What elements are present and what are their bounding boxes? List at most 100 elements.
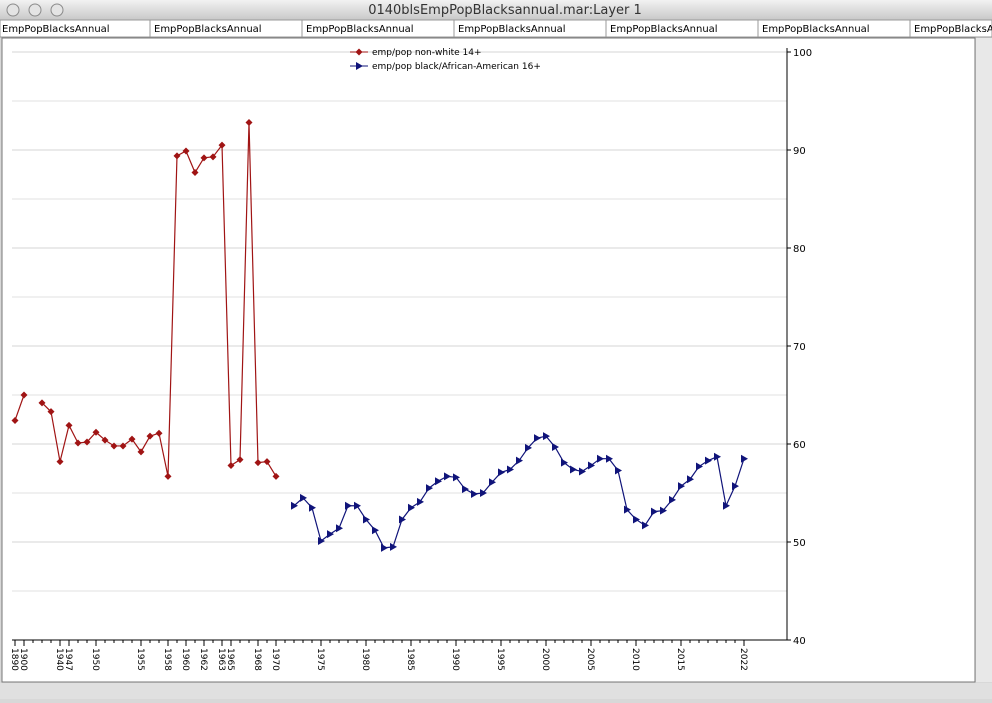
tab-label: EmpPopBlacksAnnual [458,24,566,35]
tab-row [0,19,992,38]
point [83,438,91,446]
x-tick-label: 2000 [540,648,550,671]
y-tick-label: 90 [793,146,806,157]
x-tick-label: 1963 [216,648,226,671]
point [291,501,298,510]
point [74,439,82,447]
point [651,507,658,516]
point [534,434,541,443]
scrollbar [976,38,992,682]
y-tick-label: 80 [793,244,806,255]
x-tick-label: 1947 [63,648,73,671]
point [137,448,145,456]
point [408,503,415,512]
point [245,119,253,127]
point [182,147,190,155]
point [119,442,127,450]
minimize-button[interactable] [28,3,42,17]
point [372,526,379,535]
point [606,454,613,463]
point [579,467,586,476]
point [128,435,136,443]
point [309,503,316,512]
point [327,530,334,539]
point [101,436,109,444]
x-tick-label: 1980 [360,648,370,671]
x-tick-label: 2015 [675,648,685,671]
title-bar [0,0,992,20]
x-tick-label: 1965 [225,648,235,671]
tab-label: EmpPopBlacksAnnual [154,24,262,35]
point [399,515,406,524]
point [552,442,559,451]
x-tick-label: 1968 [252,648,262,671]
legend-label: emp/pop black/African-American 16+ [372,62,541,72]
point [390,542,397,551]
x-tick-label: 1955 [135,648,145,671]
x-tick-label: 1985 [405,648,415,671]
point [263,458,271,466]
plot-window [1,37,976,683]
point [318,537,325,546]
point [570,465,577,474]
x-tick-label: 1958 [162,648,172,671]
x-tick-label: 1990 [450,648,460,671]
point [355,48,363,56]
x-tick-label: 2005 [585,648,595,671]
point [300,493,307,502]
tab-label: EmpPopBlacksAnnual [914,24,992,35]
tab-label: EmpPopBlacksAnnual [2,24,110,35]
point [660,506,667,515]
point [209,153,217,161]
point [227,462,235,470]
x-tick-label: 1890 [9,648,19,671]
y-tick-label: 50 [793,538,806,549]
point [597,454,604,463]
point [363,515,370,524]
x-tick-label: 1995 [495,648,505,671]
close-button[interactable] [6,3,20,17]
point [480,489,487,497]
point [336,524,343,533]
status-bar [0,683,992,699]
point [714,452,721,461]
point [588,461,595,470]
y-tick-label: 100 [793,48,812,59]
point [642,521,649,530]
x-tick-label: 1950 [90,648,100,671]
x-tick-label: 1900 [18,648,28,671]
point [516,456,523,465]
tab-label: EmpPopBlacksAnnual [762,24,870,35]
point [110,442,118,450]
point [507,465,514,474]
point [20,391,28,399]
point [146,432,154,440]
y-tick-label: 70 [793,342,806,353]
point [236,456,244,464]
point [615,466,622,475]
zoom-button[interactable] [50,3,64,17]
point [732,482,739,491]
point [741,454,748,463]
point [462,485,469,494]
point [11,416,19,424]
point [381,543,388,552]
point [687,475,694,484]
point [173,152,181,160]
point [705,456,712,465]
point [624,505,631,514]
y-tick-label: 40 [793,636,806,647]
point [678,482,685,491]
x-tick-label: 1975 [315,648,325,671]
x-tick-label: 1970 [270,648,280,671]
point [272,472,280,480]
point [218,141,226,149]
point [354,501,361,510]
point [525,443,532,452]
point [200,154,208,162]
point [696,462,703,471]
point [92,428,100,436]
x-tick-label: 2010 [630,648,640,671]
point [471,489,478,498]
